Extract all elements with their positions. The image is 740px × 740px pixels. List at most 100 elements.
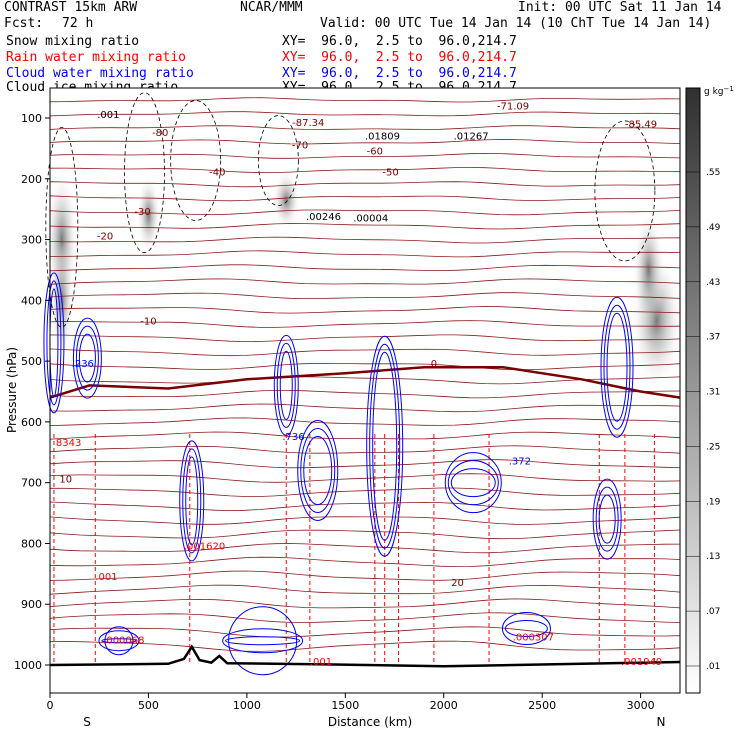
isotherm-line xyxy=(49,181,681,188)
freezing-line xyxy=(49,365,681,399)
y-tick-label: 200 xyxy=(21,173,42,186)
cloud-water-contour xyxy=(185,456,199,546)
isotherm-line xyxy=(49,320,681,328)
isotherm-line xyxy=(49,626,681,638)
x-tick-label: 1500 xyxy=(331,699,359,712)
isotherm-line xyxy=(49,570,681,581)
extremum-label: .01267 xyxy=(454,131,489,142)
extremum-label: .01809 xyxy=(365,131,400,142)
y-axis-label: Pressure (hPa) xyxy=(5,347,19,433)
cloud-ice-contour xyxy=(170,100,222,221)
cloud-water-contour xyxy=(72,317,102,399)
isotherm-line xyxy=(49,348,681,357)
endpoint-north: N xyxy=(657,715,666,729)
cloud-water-contour xyxy=(447,460,499,506)
isotherm-line xyxy=(49,556,681,568)
colorbar-ramp xyxy=(685,87,701,694)
cloud-water-contour xyxy=(228,606,298,676)
colorbar-label: .25 xyxy=(706,442,720,452)
colorbar-label: .49 xyxy=(706,223,721,233)
isotherm-line xyxy=(49,278,681,285)
isotherm-line xyxy=(49,417,681,427)
isotherm-line xyxy=(49,97,681,103)
colorbar-label: .43 xyxy=(706,278,720,288)
y-tick-label: 1000 xyxy=(14,659,42,672)
cloud-water-contour xyxy=(303,436,333,506)
isotherm-line xyxy=(49,376,681,385)
contour-annotations: -71.09 -87.34 -85.49 .001 .01809 .01267 .00246… xyxy=(56,101,662,668)
isotherm-label: -30 xyxy=(134,207,150,218)
cloud-water-contour xyxy=(600,296,634,438)
cloud-ice-contours xyxy=(45,92,656,328)
y-tick-label: 600 xyxy=(21,416,42,429)
extremum-label: .000307 xyxy=(513,633,554,644)
isotherm-line xyxy=(49,487,681,497)
cloud-water-contour xyxy=(222,628,304,654)
y-tick-label: 700 xyxy=(21,477,42,490)
isotherm-line xyxy=(49,473,681,483)
extremum-label: .001949 xyxy=(621,657,662,668)
cloud-ice-contour xyxy=(594,120,656,262)
cloud-water-contour xyxy=(276,342,296,428)
cloud-water-contour xyxy=(366,335,404,557)
extremum-label: .236 xyxy=(72,359,94,370)
extremum-label: -85.49 xyxy=(625,120,657,131)
cloud-water-contour xyxy=(606,312,628,422)
isotherm-line xyxy=(49,195,681,202)
extremum-label: 8343 xyxy=(56,438,81,449)
isotherm-line xyxy=(49,292,681,300)
y-tick-label: 500 xyxy=(21,355,42,368)
isotherm-line xyxy=(49,264,681,272)
colorbar-label: .37 xyxy=(706,333,720,343)
isotherm-label: -20 xyxy=(97,232,113,243)
init-time: Init: 00 UTC Sat 11 Jan 14 xyxy=(518,0,722,15)
y-tick-label: 800 xyxy=(21,537,42,550)
cloud-water-contour xyxy=(595,486,619,552)
isotherm-label: -60 xyxy=(367,146,383,157)
extremum-label: -71.09 xyxy=(497,101,529,112)
isotherm-labels: -80 -70 -60 -50 -40 -30 -20 -10 0 10 20 xyxy=(59,128,464,589)
ice-shade-blob xyxy=(136,175,161,255)
isotherm-line xyxy=(49,223,681,230)
extremum-label: .001620 xyxy=(184,542,225,553)
isotherm-label: -40 xyxy=(209,168,225,179)
x-tick-label: 3000 xyxy=(627,699,655,712)
field-name-rain: Rain water mixing ratio xyxy=(6,50,187,65)
extremum-label: .001 xyxy=(97,110,119,121)
cloud-water-contour xyxy=(43,272,65,414)
model-title: CONTRAST 15km ARW xyxy=(4,0,138,15)
y-tick-label: 100 xyxy=(21,112,42,125)
cloud-water-contour xyxy=(101,638,137,644)
isotherm-label: -50 xyxy=(382,168,398,179)
isotherm-line xyxy=(49,334,681,343)
isotherm-label: -10 xyxy=(140,317,156,328)
colorbar-label: .01 xyxy=(706,662,720,672)
endpoint-south: S xyxy=(83,715,91,729)
cloud-water-contour xyxy=(444,452,502,514)
isotherm-line xyxy=(49,543,681,554)
cloud-water-contour xyxy=(501,612,551,646)
isotherm-label: 10 xyxy=(59,475,72,486)
isotherm-label: -80 xyxy=(152,128,168,139)
isotherm-line xyxy=(49,167,680,174)
isotherm-line xyxy=(49,403,681,413)
cloud-water-contour xyxy=(104,626,134,656)
extremum-label: .00246 xyxy=(306,212,341,223)
isotherm-line xyxy=(49,612,681,624)
extremum-label: -87.34 xyxy=(292,118,324,129)
isotherm-label: -70 xyxy=(292,140,308,151)
cloud-water-contour xyxy=(504,620,548,638)
cloud-water-contour xyxy=(372,351,398,541)
x-tick-label: 2000 xyxy=(430,699,458,712)
isotherm-line xyxy=(49,640,681,652)
valid-time: Valid: 00 UTC Tue 14 Jan 14 (10 ChT Tue … xyxy=(320,16,712,31)
isotherm-line xyxy=(49,390,681,399)
ice-shading xyxy=(45,170,683,390)
isotherm-line xyxy=(49,139,681,145)
terrain-profile xyxy=(49,644,681,668)
field-xy-cloud-water: XY= 96.0, 2.5 to 96.0,214.7 xyxy=(282,66,517,81)
cloud-water-contour xyxy=(46,280,62,406)
isotherm-line xyxy=(49,250,681,258)
y-tick-label: 300 xyxy=(21,234,42,247)
